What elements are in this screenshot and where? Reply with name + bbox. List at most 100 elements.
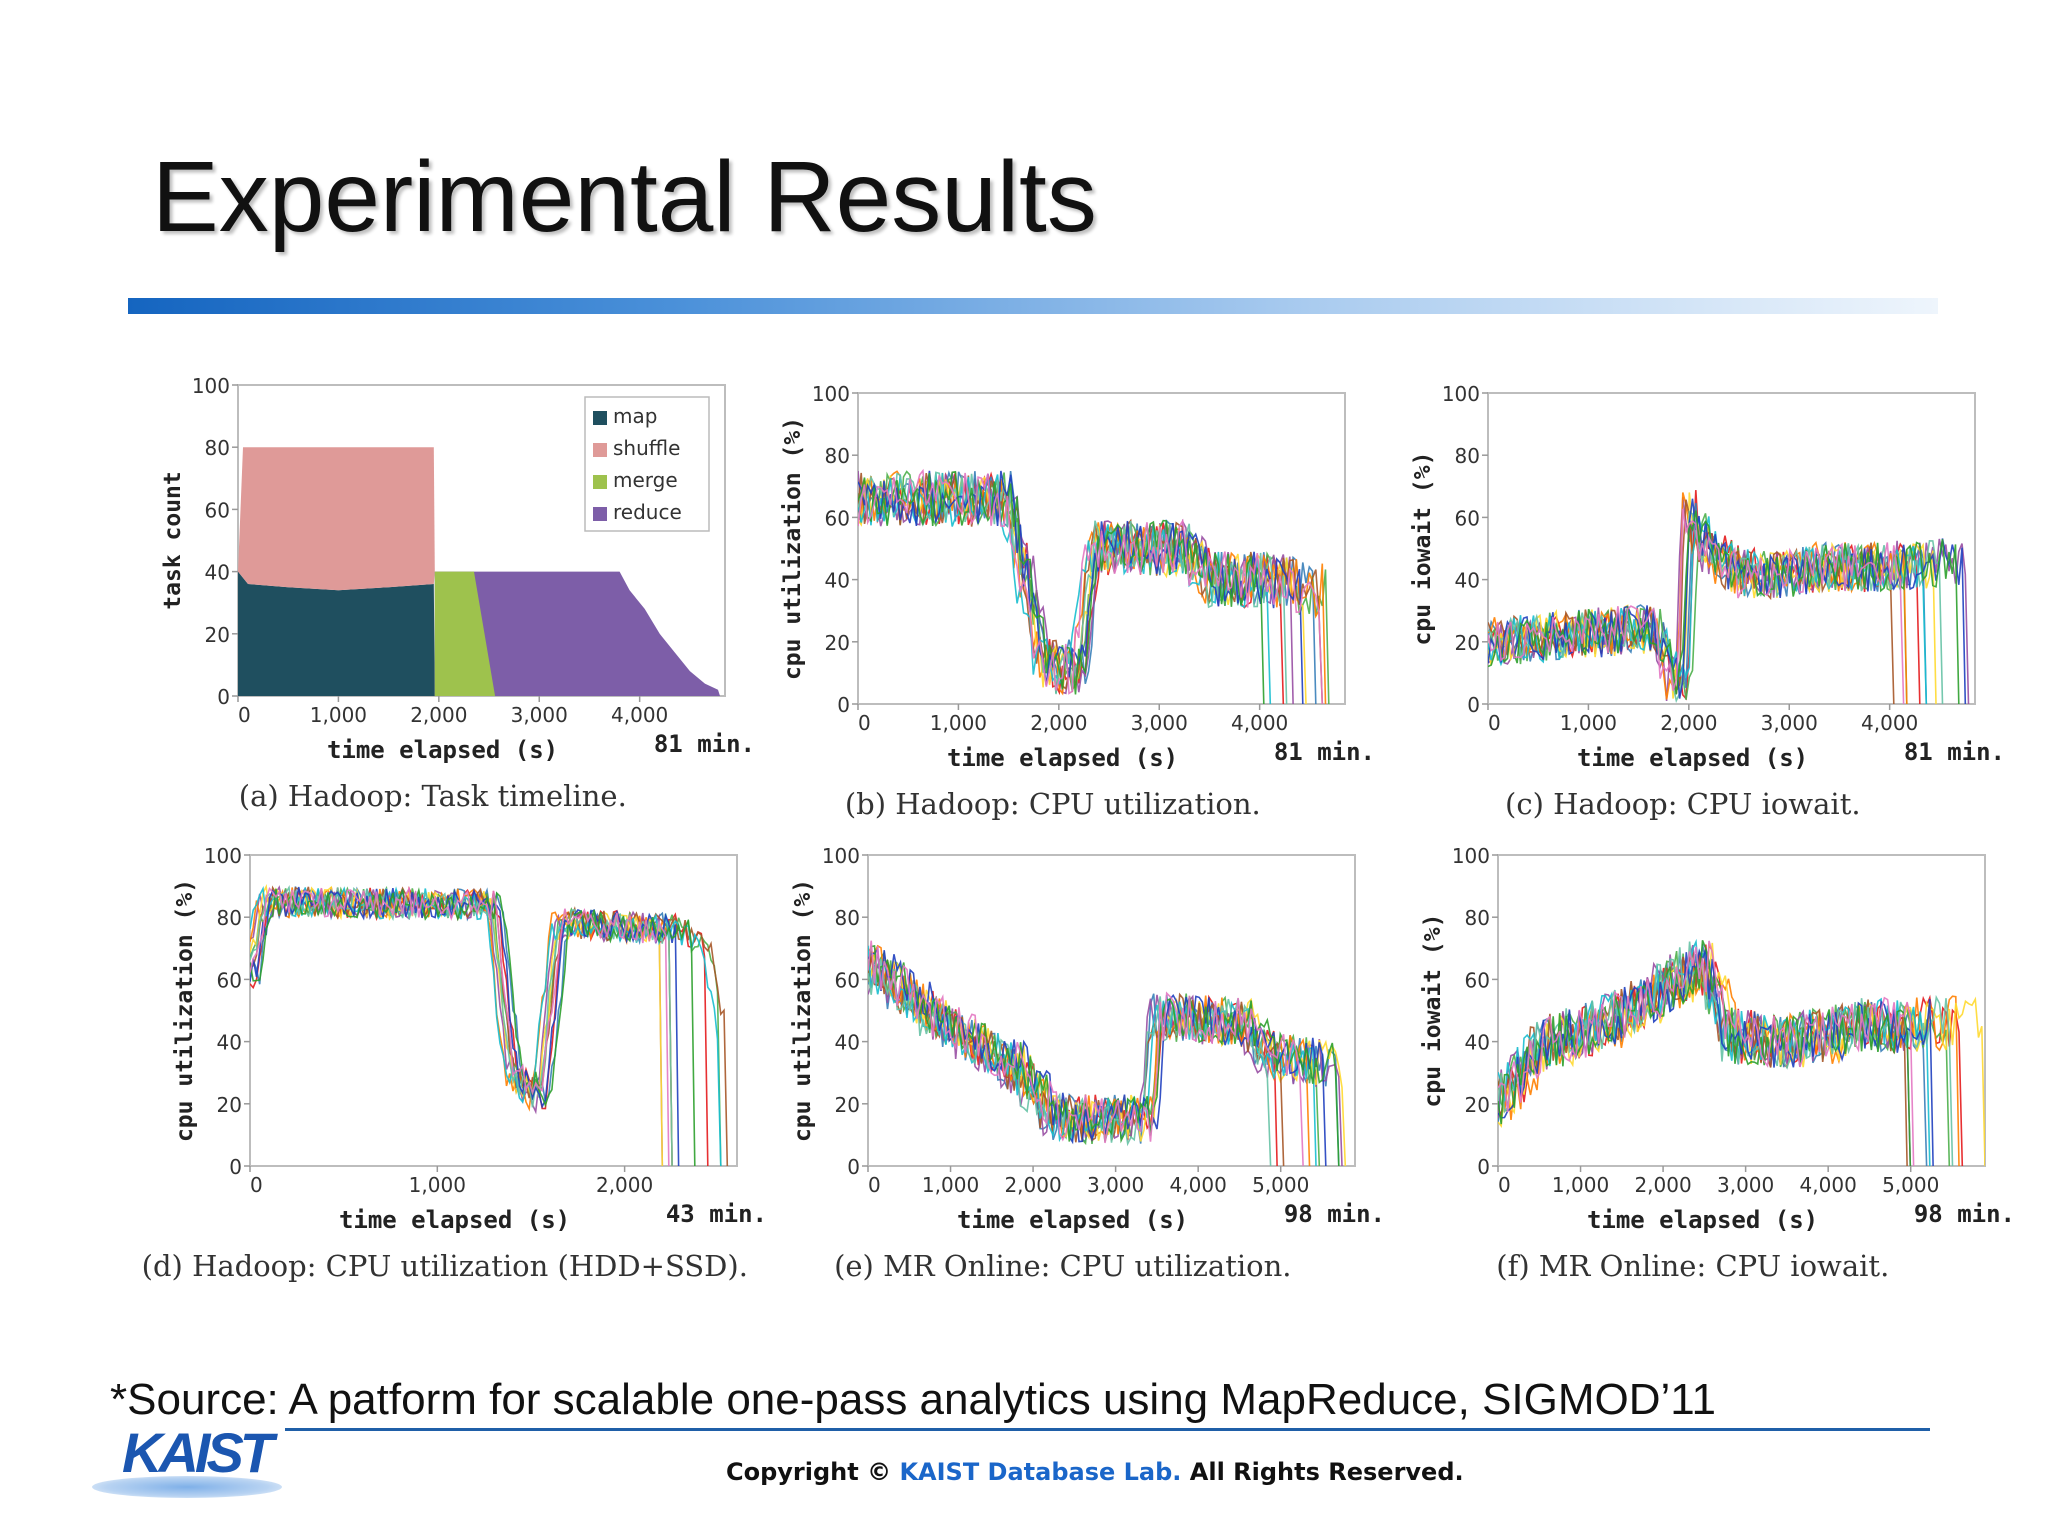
area-merge-top <box>434 571 496 696</box>
y-tick-label: 80 <box>205 436 230 460</box>
y-tick-label: 60 <box>205 498 230 522</box>
chart-legend: map shuffle merge reduce <box>584 396 710 532</box>
copyright-lab-name: KAIST Database Lab. <box>899 1458 1182 1486</box>
x-tick-label: 5,000 <box>1882 1173 1939 1197</box>
legend-swatch-merge <box>593 475 607 489</box>
x-tick-label: 2,000 <box>410 703 467 727</box>
y-tick-label: 100 <box>204 844 242 868</box>
chart-panel-d: 0 20 40 60 80 100 0 1,000 2,000 time elapsed (s) 4… <box>142 840 772 1310</box>
chart-svg-c: 0 20 40 60 80 100 0 1,000 2,000 3,000 4,000 time el… <box>1410 382 2005 821</box>
duration-label: 98 min. <box>1284 1200 1385 1228</box>
chart-svg-a: 0 20 40 60 80 100 0 1,000 2,000 3,000 4,000 map shuf… <box>160 374 755 813</box>
x-tick-label: 5,000 <box>1252 1173 1309 1197</box>
plot-area <box>858 468 1330 704</box>
chart-panel-e: 0 20 40 60 80 100 0 1,000 2,000 3,000 4,000 5,000 ti… <box>770 840 1390 1310</box>
y-tick-label: 60 <box>1455 506 1480 530</box>
legend-swatch-shuffle <box>593 443 607 457</box>
y-tick-label: 100 <box>822 844 860 868</box>
x-tick-label: 1,000 <box>930 711 987 735</box>
y-tick-label: 20 <box>835 1093 860 1117</box>
area-map <box>238 571 435 696</box>
y-axis-label: cpu utilization (%) <box>790 879 816 1142</box>
x-tick-label: 3,000 <box>511 703 568 727</box>
chart-caption: (c) Hadoop: CPU iowait. <box>1505 787 1861 821</box>
x-tick-label: 3,000 <box>1761 711 1818 735</box>
chart-panel-f: 0 20 40 60 80 100 0 1,000 2,000 3,000 4,000 5,000 ti… <box>1400 840 2020 1310</box>
series-line-12 <box>1488 508 1905 704</box>
y-tick-label: 80 <box>1455 444 1480 468</box>
y-tick-label: 0 <box>1467 693 1480 717</box>
series-line-10 <box>1488 498 1967 704</box>
chart-panel-c: 0 20 40 60 80 100 0 1,000 2,000 3,000 4,000 time el… <box>1390 378 2010 848</box>
y-tick-label: 80 <box>217 906 242 930</box>
legend-label-map: map <box>613 404 657 428</box>
chart-svg-b: 0 20 40 60 80 100 0 1,000 2,000 3,000 4,000 time el… <box>780 382 1375 821</box>
copyright-notice: Copyright © KAIST Database Lab. All Righ… <box>726 1458 1464 1486</box>
series-line-12 <box>250 886 670 1166</box>
x-axis-label: time elapsed (s) <box>1587 1206 1818 1234</box>
x-tick-label: 2,000 <box>596 1173 653 1197</box>
y-axis-label: cpu utilization (%) <box>172 879 198 1142</box>
plot-area <box>250 884 729 1166</box>
y-tick-label: 60 <box>1465 968 1490 992</box>
kaist-logo-text: KAIST <box>122 1421 274 1484</box>
x-tick-label: 2,000 <box>1634 1173 1691 1197</box>
x-tick-label: 4,000 <box>1231 711 1288 735</box>
chart-caption: (a) Hadoop: Task timeline. <box>239 779 627 813</box>
area-shuffle <box>238 447 435 591</box>
y-tick-label: 20 <box>825 631 850 655</box>
series-line-12 <box>868 940 1304 1166</box>
copyright-prefix: Copyright © <box>726 1458 900 1486</box>
chart-caption: (e) MR Online: CPU utilization. <box>834 1249 1291 1283</box>
x-axis-label: time elapsed (s) <box>1577 744 1808 772</box>
x-tick-label: 0 <box>238 703 251 727</box>
x-tick-label: 4,000 <box>1170 1173 1227 1197</box>
y-axis-label: cpu utilization (%) <box>780 417 806 680</box>
copyright-suffix: All Rights Reserved. <box>1181 1458 1464 1486</box>
y-tick-label: 0 <box>229 1155 242 1179</box>
y-axis-label: task count <box>160 471 186 609</box>
series-line-11 <box>858 470 1265 704</box>
x-tick-label: 3,000 <box>1131 711 1188 735</box>
legend-label-shuffle: shuffle <box>613 436 680 460</box>
y-tick-label: 20 <box>217 1093 242 1117</box>
x-tick-label: 4,000 <box>1800 1173 1857 1197</box>
x-tick-label: 1,000 <box>310 703 367 727</box>
chart-panel-a: 0 20 40 60 80 100 0 1,000 2,000 3,000 4,000 map shuf… <box>140 370 760 840</box>
series-line-10 <box>1498 948 1934 1166</box>
x-tick-label: 0 <box>868 1173 881 1197</box>
x-tick-label: 0 <box>250 1173 263 1197</box>
x-axis-label: time elapsed (s) <box>339 1206 570 1234</box>
y-tick-label: 0 <box>847 1155 860 1179</box>
kaist-logo-swoosh <box>92 1476 282 1498</box>
x-tick-label: 3,000 <box>1087 1173 1144 1197</box>
y-tick-label: 20 <box>1455 631 1480 655</box>
duration-label: 81 min. <box>654 730 755 758</box>
x-tick-label: 1,000 <box>409 1173 466 1197</box>
duration-label: 81 min. <box>1274 738 1375 766</box>
y-tick-label: 60 <box>825 506 850 530</box>
x-tick-label: 4,000 <box>611 703 668 727</box>
legend-swatch-map <box>593 411 607 425</box>
x-tick-label: 1,000 <box>922 1173 979 1197</box>
x-tick-label: 0 <box>858 711 871 735</box>
y-tick-label: 40 <box>825 569 850 593</box>
slide-title: Experimental Results <box>152 141 1097 253</box>
y-tick-label: 40 <box>1455 569 1480 593</box>
series-line-12 <box>858 468 1324 704</box>
y-tick-label: 100 <box>192 374 230 398</box>
plot-area <box>1488 490 1970 704</box>
legend-label-merge: merge <box>613 468 678 492</box>
y-tick-label: 100 <box>812 382 850 406</box>
y-tick-label: 60 <box>217 968 242 992</box>
y-tick-label: 80 <box>1465 906 1490 930</box>
x-axis-label: time elapsed (s) <box>947 744 1178 772</box>
series-line-11 <box>1498 940 1912 1166</box>
x-axis-label: time elapsed (s) <box>327 736 558 764</box>
legend-swatch-reduce <box>593 507 607 521</box>
y-tick-label: 80 <box>825 444 850 468</box>
x-tick-label: 4,000 <box>1861 711 1918 735</box>
kaist-logo: KAIST <box>92 1420 292 1500</box>
title-gradient-rule <box>128 298 1938 314</box>
y-tick-label: 20 <box>1465 1093 1490 1117</box>
